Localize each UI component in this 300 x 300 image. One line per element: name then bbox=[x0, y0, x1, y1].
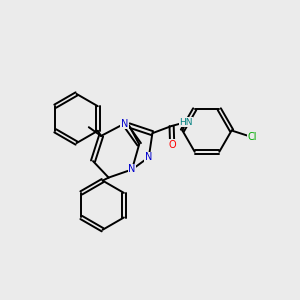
Text: N: N bbox=[145, 152, 152, 162]
Text: O: O bbox=[168, 140, 176, 150]
Text: N: N bbox=[121, 118, 128, 129]
Text: HN: HN bbox=[179, 118, 193, 127]
Text: Cl: Cl bbox=[247, 132, 257, 142]
Text: N: N bbox=[128, 164, 136, 175]
